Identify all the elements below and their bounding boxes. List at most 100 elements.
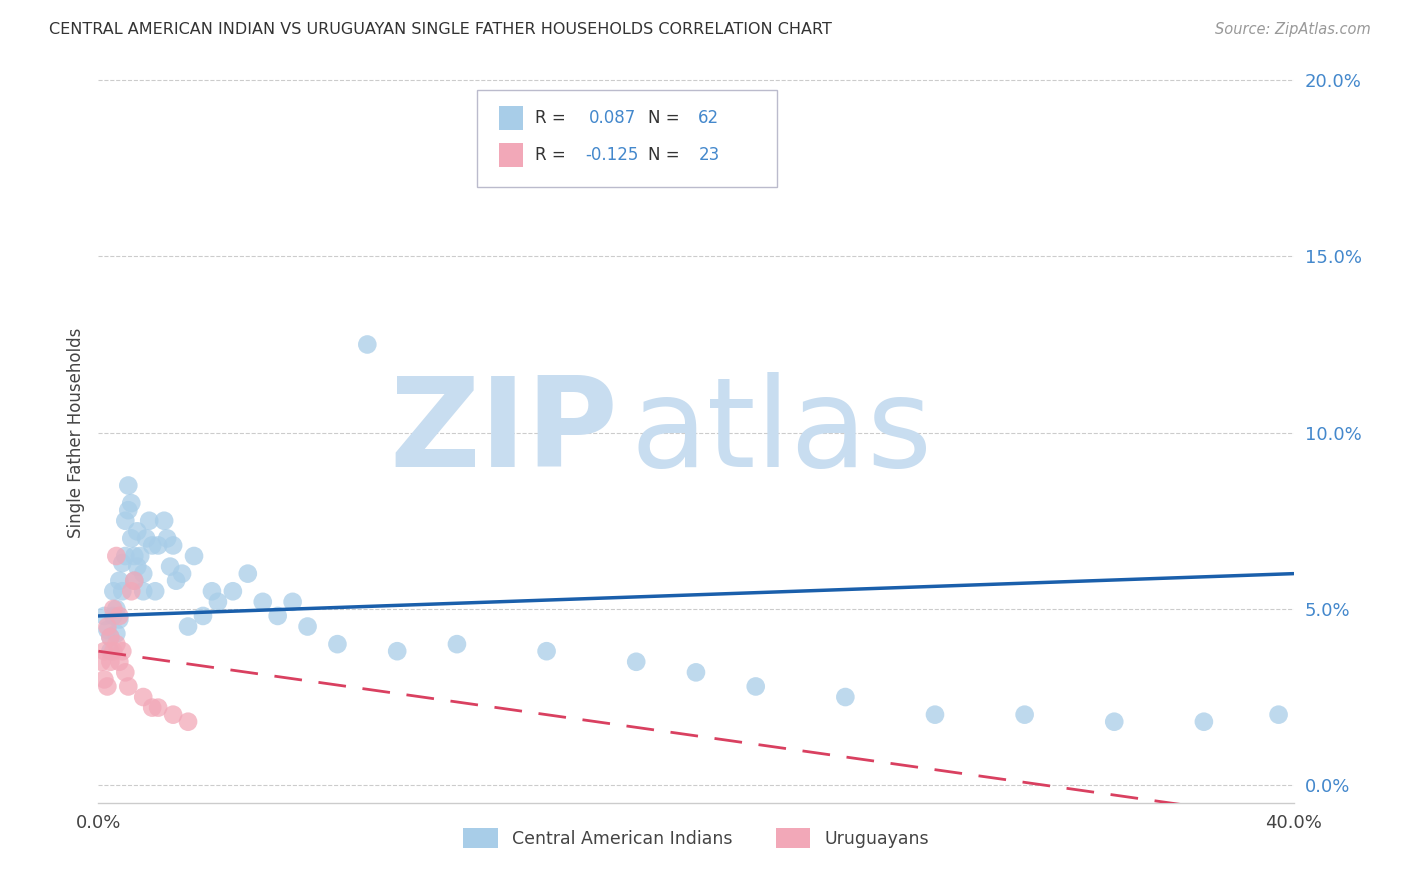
Point [156, 532, 179, 546]
Point [117, 680, 139, 694]
Point [120, 496, 142, 510]
Point [114, 665, 136, 680]
Point [111, 644, 134, 658]
Text: -0.125: -0.125 [585, 146, 638, 164]
Point [745, 680, 768, 694]
Point [1104, 714, 1126, 729]
Point [148, 700, 170, 714]
Point [111, 584, 134, 599]
Point [98, 630, 122, 644]
FancyBboxPatch shape [499, 106, 523, 130]
Point [1267, 707, 1289, 722]
Point [138, 514, 160, 528]
Point [93, 609, 115, 624]
Point [114, 514, 136, 528]
Point [105, 549, 128, 563]
Point [108, 574, 131, 588]
Point [93, 673, 115, 687]
Point [108, 612, 131, 626]
Point [96, 680, 118, 694]
Point [491, 161, 513, 176]
Point [108, 655, 131, 669]
Point [1014, 707, 1036, 722]
Point [96, 623, 118, 637]
Point [207, 595, 229, 609]
Point [446, 637, 468, 651]
Point [127, 524, 149, 539]
Point [162, 538, 184, 552]
Point [124, 574, 146, 588]
Point [685, 665, 707, 680]
Point [103, 584, 125, 599]
Point [141, 538, 163, 552]
FancyBboxPatch shape [477, 90, 778, 186]
Point [297, 619, 319, 633]
Point [165, 574, 187, 588]
Point [103, 644, 125, 658]
Point [135, 532, 157, 546]
Point [356, 337, 378, 351]
Point [103, 609, 125, 624]
Point [1192, 714, 1215, 729]
Point [172, 566, 194, 581]
Y-axis label: Single Father Households: Single Father Households [66, 327, 84, 538]
Text: 23: 23 [699, 146, 720, 164]
Point [108, 609, 131, 624]
Point [252, 595, 274, 609]
Text: R =: R = [534, 109, 571, 127]
Point [105, 602, 128, 616]
Legend: Central American Indians, Uruguayans: Central American Indians, Uruguayans [456, 821, 936, 855]
Point [120, 584, 142, 599]
Point [129, 549, 152, 563]
Point [141, 700, 163, 714]
Point [117, 478, 139, 492]
Point [385, 644, 409, 658]
Point [281, 595, 304, 609]
Point [114, 549, 136, 563]
Point [159, 559, 181, 574]
Point [98, 644, 122, 658]
Point [90, 655, 112, 669]
Point [132, 584, 155, 599]
Point [183, 549, 205, 563]
Point [103, 602, 125, 616]
Point [536, 644, 558, 658]
Point [834, 690, 856, 704]
Point [98, 630, 122, 644]
Point [326, 637, 349, 651]
Point [96, 619, 118, 633]
Text: N =: N = [648, 109, 685, 127]
Point [93, 644, 115, 658]
Point [105, 637, 128, 651]
Point [924, 707, 946, 722]
Text: atlas: atlas [630, 372, 932, 493]
FancyBboxPatch shape [499, 143, 523, 167]
Text: ZIP: ZIP [389, 372, 619, 493]
Point [162, 707, 184, 722]
Point [124, 549, 146, 563]
Point [267, 609, 290, 624]
Point [222, 584, 245, 599]
Text: 0.087: 0.087 [589, 109, 636, 127]
Point [143, 584, 166, 599]
Point [98, 655, 122, 669]
Point [132, 566, 155, 581]
Point [105, 626, 128, 640]
Point [626, 655, 648, 669]
Text: Source: ZipAtlas.com: Source: ZipAtlas.com [1215, 22, 1371, 37]
Point [191, 609, 214, 624]
Point [148, 538, 170, 552]
Point [153, 514, 176, 528]
Point [201, 584, 224, 599]
Text: 62: 62 [699, 109, 720, 127]
Text: CENTRAL AMERICAN INDIAN VS URUGUAYAN SINGLE FATHER HOUSEHOLDS CORRELATION CHART: CENTRAL AMERICAN INDIAN VS URUGUAYAN SIN… [49, 22, 832, 37]
Point [132, 690, 155, 704]
Point [124, 574, 146, 588]
Point [111, 556, 134, 570]
Point [236, 566, 259, 581]
Point [177, 619, 200, 633]
Point [127, 559, 149, 574]
Point [177, 714, 200, 729]
Point [117, 503, 139, 517]
Point [120, 532, 142, 546]
